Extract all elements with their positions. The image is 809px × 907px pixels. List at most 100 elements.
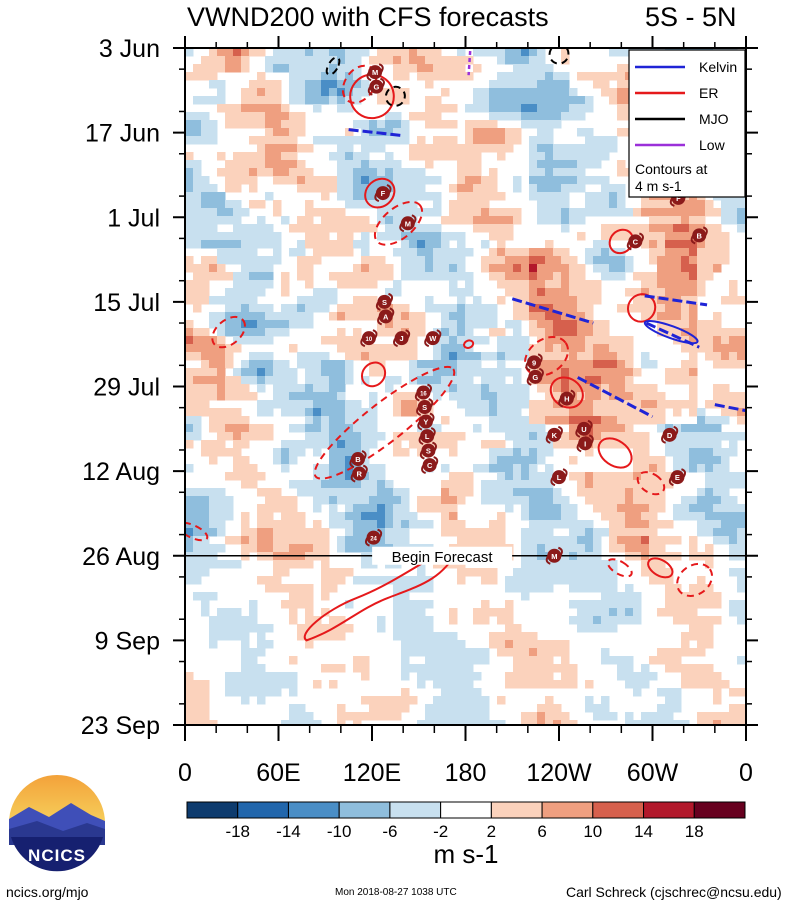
storm-marker[interactable]: L [418, 427, 436, 446]
field-cell [393, 440, 402, 449]
storm-marker[interactable]: J [393, 329, 411, 348]
field-cell [609, 584, 618, 593]
field-cell [193, 368, 202, 377]
field-cell [305, 256, 314, 265]
field-cell [577, 144, 586, 153]
storm-marker[interactable]: D [661, 425, 679, 444]
storm-marker[interactable]: S [416, 398, 434, 417]
field-cell [385, 112, 394, 121]
field-cell [297, 512, 306, 521]
field-cell [529, 464, 538, 473]
field-cell [281, 440, 290, 449]
colorbar-swatch [287, 801, 340, 819]
field-cell [569, 88, 578, 97]
field-cell [345, 352, 354, 361]
field-cell [305, 440, 314, 449]
storm-marker[interactable]: 9 [525, 353, 543, 372]
storm-marker[interactable]: M [545, 546, 563, 565]
storm-marker[interactable]: I [576, 434, 594, 453]
storm-marker[interactable]: G [367, 77, 385, 96]
field-cell [737, 408, 746, 417]
storm-marker[interactable]: F [374, 184, 392, 203]
field-cell [369, 160, 378, 169]
storm-marker[interactable]: K [545, 425, 563, 444]
field-cell [705, 424, 714, 433]
storm-marker[interactable]: Y [417, 412, 435, 431]
field-cell [393, 376, 402, 385]
field-cell [345, 520, 354, 529]
field-cell [705, 712, 714, 721]
field-cell [273, 168, 282, 177]
field-cell [281, 112, 290, 121]
storm-marker[interactable]: U [575, 419, 593, 438]
storm-marker[interactable]: 10 [360, 329, 378, 348]
field-cell [545, 200, 554, 209]
field-cell [321, 176, 330, 185]
field-cell [369, 56, 378, 65]
storm-marker[interactable]: G [526, 367, 544, 386]
storm-marker[interactable]: M [399, 214, 417, 233]
field-cell [313, 48, 322, 57]
field-cell [689, 456, 698, 465]
storm-marker[interactable]: L [550, 468, 568, 487]
field-cell [529, 80, 538, 89]
field-cell [249, 240, 258, 249]
field-cell [257, 216, 266, 225]
field-cell [233, 280, 242, 289]
field-cell [345, 624, 354, 633]
field-cell [417, 144, 426, 153]
storm-marker[interactable]: H [558, 389, 576, 408]
storm-marker[interactable]: 16 [414, 383, 433, 402]
field-cell [505, 80, 514, 89]
field-cell [401, 264, 410, 273]
storm-marker[interactable]: 24 [364, 528, 383, 547]
storm-marker[interactable]: W [424, 329, 442, 348]
field-cell [529, 536, 538, 545]
field-cell [521, 584, 530, 593]
field-cell [689, 432, 698, 441]
storm-marker[interactable]: C [421, 456, 439, 475]
storm-marker[interactable]: B [690, 226, 708, 245]
field-cell [657, 200, 666, 209]
field-cell [353, 664, 362, 673]
field-cell [273, 688, 282, 697]
field-cell [193, 680, 202, 689]
field-cell [465, 680, 474, 689]
field-cell [705, 488, 714, 497]
storm-marker[interactable]: S [375, 292, 394, 311]
field-cell [209, 216, 218, 225]
field-cell [521, 120, 530, 129]
field-cell [241, 656, 250, 665]
field-cell [553, 440, 562, 449]
storm-marker[interactable]: S [419, 441, 438, 460]
storm-marker[interactable]: A [377, 307, 395, 326]
field-cell [649, 256, 658, 265]
field-cell [609, 224, 618, 233]
field-cell [625, 584, 634, 593]
storm-marker[interactable]: B [349, 450, 367, 468]
field-cell [561, 272, 570, 281]
field-cell [433, 272, 442, 281]
field-cell [593, 80, 602, 89]
field-cell [385, 152, 394, 161]
field-cell [393, 312, 402, 321]
field-cell [185, 352, 194, 361]
field-cell [705, 200, 714, 209]
storm-marker[interactable]: E [668, 468, 687, 487]
storm-swirl [557, 425, 563, 436]
field-cell [641, 512, 650, 521]
field-cell [361, 544, 370, 553]
footer-url[interactable]: ncics.org/mjo [6, 884, 89, 900]
storm-marker[interactable]: R [350, 464, 368, 483]
field-cell [553, 408, 562, 417]
field-cell [593, 136, 602, 145]
storm-marker[interactable]: C [626, 232, 644, 251]
field-cell [233, 288, 242, 297]
storm-marker[interactable]: M [366, 63, 384, 82]
field-cell [657, 400, 666, 409]
field-cell [497, 376, 506, 385]
field-cell [561, 224, 570, 233]
field-cell [201, 696, 210, 705]
field-cell [513, 632, 522, 641]
field-cell [737, 336, 746, 345]
